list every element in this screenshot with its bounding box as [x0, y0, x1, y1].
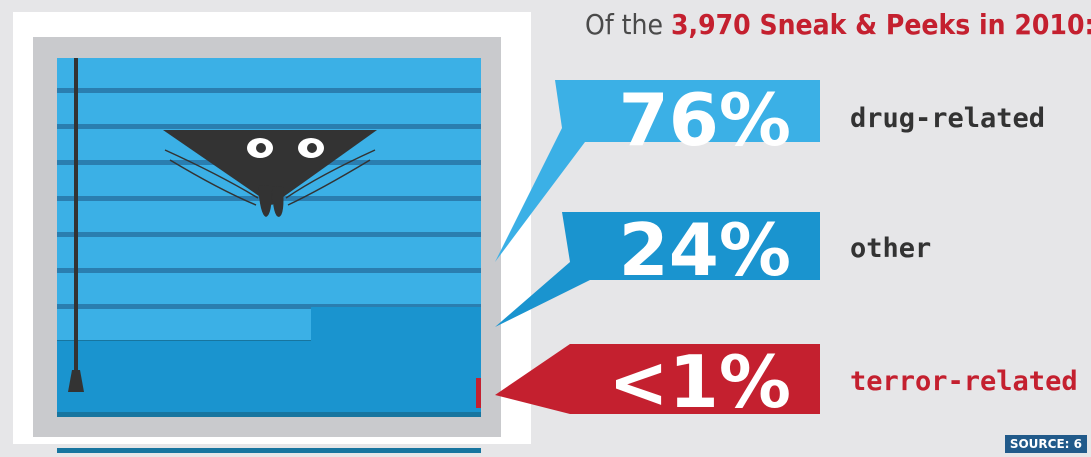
blind-slat [57, 232, 481, 237]
headline-highlight: 3,970 Sneak & Peeks in 2010: [671, 8, 1091, 41]
source-badge: SOURCE: 6 [1004, 435, 1087, 453]
callout-other [495, 212, 820, 327]
value-label-terror-related: <1% [608, 340, 791, 424]
callout-drug-related [495, 80, 820, 262]
blind-section-terror [476, 378, 481, 408]
blind-slat [57, 304, 481, 309]
window-blinds-illustration [13, 12, 531, 453]
category-label-other: other [850, 233, 932, 264]
value-label-other: 24% [618, 208, 791, 292]
blind-slat [57, 448, 481, 453]
category-label-terror-related: terror-related [850, 366, 1078, 397]
blind-slat [57, 124, 481, 129]
blind-slat [57, 88, 481, 93]
blind-section-lower [57, 341, 481, 412]
fingers-icon [258, 185, 284, 217]
headline: Of the 3,970 Sneak & Peeks in 2010: [585, 8, 1091, 41]
blind-slat [57, 268, 481, 273]
callout-terror-related [495, 344, 820, 414]
blind-pull-lines [164, 149, 376, 206]
blind-section-other [311, 307, 481, 341]
category-label-drug-related: drug-related [850, 103, 1046, 134]
blind-slat [57, 412, 481, 417]
value-label-drug-related: 76% [618, 78, 791, 162]
cord-tassel-icon [68, 370, 84, 392]
headline-prefix: Of the [585, 8, 672, 41]
